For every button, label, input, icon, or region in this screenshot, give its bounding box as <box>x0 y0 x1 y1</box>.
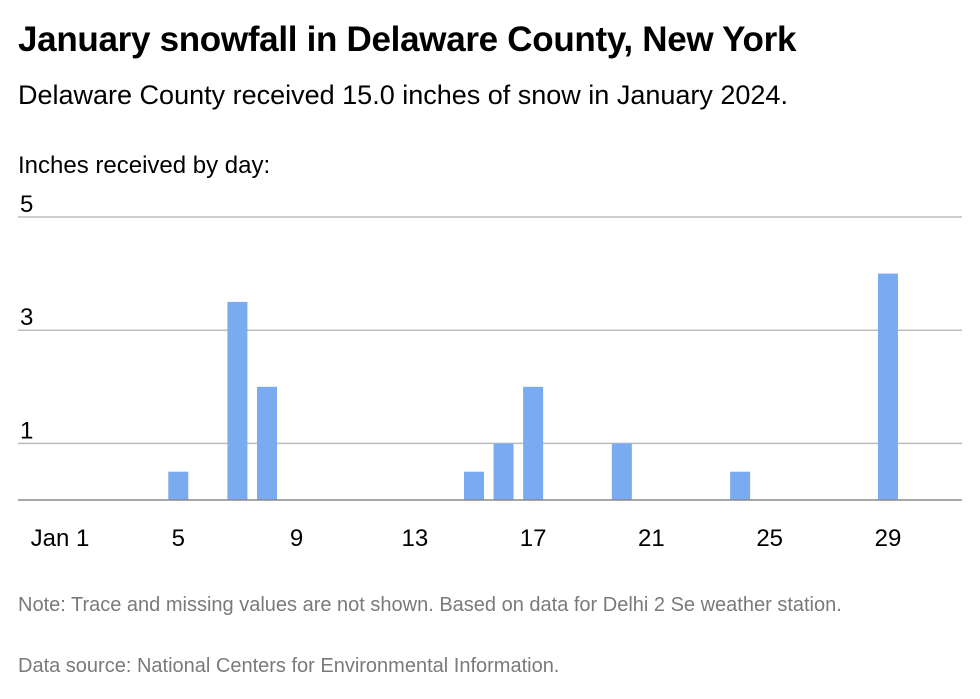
bar-day-29 <box>877 273 898 500</box>
y-tick-label: 3 <box>20 304 33 331</box>
x-tick-label: 17 <box>520 525 547 552</box>
bar-day-17 <box>523 386 544 500</box>
x-tick-labels: Jan 1 5 9 13 17 21 25 29 <box>31 525 902 552</box>
bar-day-16 <box>493 443 514 500</box>
bar-day-7 <box>227 301 248 500</box>
chart-subtitle: Delaware County received 15.0 inches of … <box>18 80 788 110</box>
bar-day-20 <box>611 443 632 500</box>
y-axis-label: Inches received by day: <box>18 152 271 179</box>
x-tick-label: 25 <box>756 525 783 552</box>
data-source: Data source: National Centers for Enviro… <box>18 655 560 677</box>
y-tick-labels: 1 3 5 <box>20 191 33 444</box>
bar-day-24 <box>730 471 751 500</box>
bars <box>168 273 898 500</box>
bar-day-15 <box>463 471 484 500</box>
x-tick-label: 21 <box>638 525 665 552</box>
bar-chart: 135 Jan 1 5 9 13 17 21 25 29 <box>18 191 962 552</box>
gridlines <box>18 216 962 445</box>
x-tick-label: 9 <box>290 525 303 552</box>
y-tick-label: 5 <box>20 191 33 218</box>
chart-title: January snowfall in Delaware County, New… <box>18 20 797 59</box>
chart-note: Note: Trace and missing values are not s… <box>18 594 842 616</box>
y-tick-label: 1 <box>20 417 33 444</box>
x-tick-label: 5 <box>172 525 185 552</box>
x-tick-label: Jan 1 <box>31 525 90 552</box>
x-tick-label: 13 <box>401 525 428 552</box>
x-tick-label: 29 <box>875 525 902 552</box>
bar-day-8 <box>256 386 277 500</box>
bar-day-5 <box>168 471 189 500</box>
